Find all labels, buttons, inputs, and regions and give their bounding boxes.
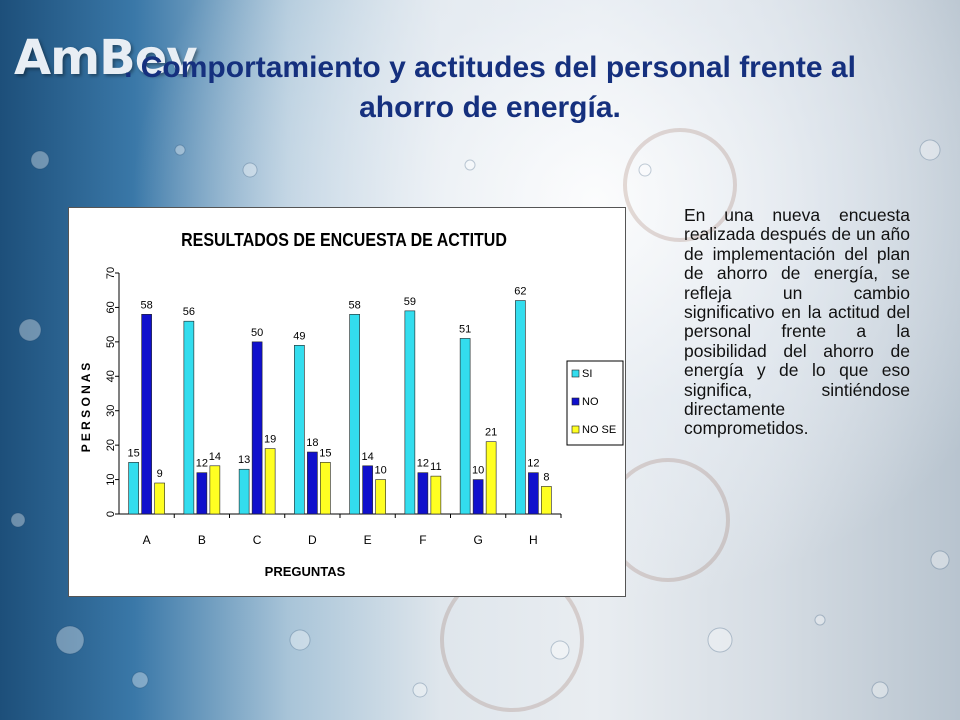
bar <box>430 475 442 515</box>
bar <box>362 465 373 515</box>
bar <box>485 441 497 515</box>
data-label: 56 <box>183 306 195 318</box>
bar <box>294 345 305 515</box>
bar <box>196 472 208 515</box>
bar <box>472 479 484 515</box>
bar <box>349 314 360 515</box>
bar <box>209 465 221 515</box>
x-tick-label: C <box>253 533 262 547</box>
bar <box>404 310 416 515</box>
bar <box>307 451 318 515</box>
legend-swatch <box>571 397 580 406</box>
bar <box>541 486 552 515</box>
y-axis-label: P E R S O N A S <box>79 363 93 453</box>
x-tick-label: H <box>529 533 538 547</box>
x-tick-label: A <box>143 533 151 547</box>
ambev-logo: AmBev <box>14 30 198 86</box>
y-tick-label: 30 <box>105 405 117 417</box>
slide-body-text: En una nueva encuesta realizada después … <box>684 205 910 439</box>
data-label: 9 <box>157 468 163 480</box>
bar <box>183 320 195 515</box>
y-tick-label: 70 <box>105 267 117 279</box>
x-tick-label: G <box>473 533 482 547</box>
bar <box>375 479 386 515</box>
data-label: 51 <box>459 323 471 335</box>
data-label: 59 <box>404 296 416 308</box>
data-label: 18 <box>306 437 318 449</box>
legend-label: NO <box>582 396 599 408</box>
bar <box>528 472 539 515</box>
y-tick-label: 0 <box>105 511 117 517</box>
data-label: 19 <box>264 434 276 446</box>
bar <box>251 341 263 515</box>
bar <box>515 300 526 515</box>
slide-title: . Comportamiento y actitudes del persona… <box>124 51 856 124</box>
legend-swatch <box>571 425 580 434</box>
bar <box>417 472 429 515</box>
x-axis-label: PREGUNTAS <box>265 564 346 579</box>
data-label: 13 <box>238 454 250 466</box>
x-tick-label: D <box>308 533 317 547</box>
data-label: 15 <box>128 447 140 459</box>
bar <box>264 448 276 515</box>
y-tick-label: 40 <box>105 370 117 382</box>
data-label: 10 <box>375 465 387 477</box>
bar <box>141 314 152 515</box>
data-label: 21 <box>485 427 497 439</box>
data-label: 15 <box>319 447 331 459</box>
bar <box>154 482 165 515</box>
chart-title: RESULTADOS DE ENCUESTA DE ACTITUD <box>181 229 507 250</box>
data-label: 8 <box>543 471 549 483</box>
data-label: 12 <box>417 458 429 470</box>
data-label: 14 <box>362 451 374 463</box>
data-label: 58 <box>141 299 153 311</box>
x-tick-label: F <box>419 533 426 547</box>
data-label: 12 <box>527 458 539 470</box>
data-label: 12 <box>196 458 208 470</box>
legend-swatch <box>571 369 580 378</box>
chart-svg: RESULTADOS DE ENCUESTA DE ACTITUD 0 10 20 30… <box>79 229 624 579</box>
data-label: 11 <box>430 461 441 473</box>
survey-chart: RESULTADOS DE ENCUESTA DE ACTITUD 0 10 20 30… <box>68 207 626 597</box>
bar <box>128 462 139 515</box>
bar <box>459 338 471 515</box>
data-label: 49 <box>293 330 305 342</box>
data-label: 50 <box>251 327 263 339</box>
x-tick-label: B <box>198 533 206 547</box>
y-tick-label: 60 <box>105 301 117 313</box>
y-tick-label: 10 <box>105 473 117 485</box>
data-label: 62 <box>514 286 526 298</box>
y-tick-label: 20 <box>105 439 117 451</box>
bar <box>238 468 250 515</box>
data-label: 58 <box>349 299 361 311</box>
legend-label: SI <box>582 368 592 380</box>
legend-label: NO SE <box>582 424 616 436</box>
bar <box>320 462 331 515</box>
y-tick-label: 50 <box>105 336 117 348</box>
x-tick-label: E <box>364 533 372 547</box>
data-label: 14 <box>209 451 221 463</box>
data-label: 10 <box>472 465 484 477</box>
